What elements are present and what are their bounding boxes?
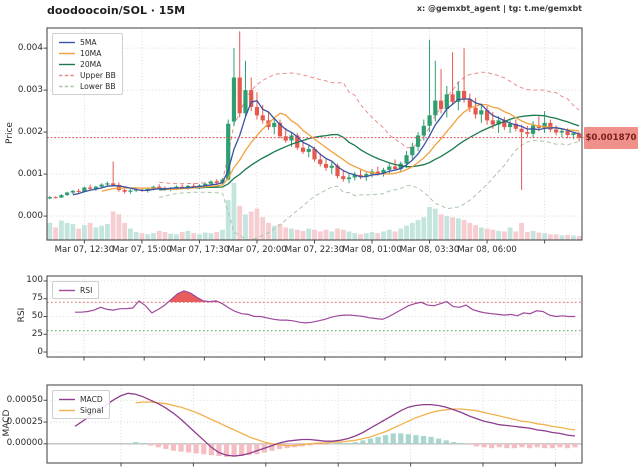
legend-line-swatch-icon (59, 52, 75, 54)
rsi-ytick-0: 0 (37, 346, 43, 357)
price-ytick-0.004: 0.004 (17, 42, 43, 53)
legend-line-swatch-icon (59, 63, 75, 65)
price-xtick-3: Mar 07, 20:00 (227, 245, 287, 255)
price-ytick-0.003: 0.003 (17, 84, 43, 95)
price-legend: 5MA 10MA 20MA Upper BB Lower BB (52, 33, 123, 95)
macd-ytick-0.00050: 0.00050 (6, 394, 43, 405)
legend-line-swatch-icon (59, 289, 75, 291)
last-price-tag: $0.001870 (584, 126, 638, 149)
legend-line-swatch-icon (59, 409, 75, 411)
legend-label: Signal (80, 405, 104, 415)
legend-label: Upper BB (80, 70, 116, 80)
macd-ytick-0.00025: 0.00025 (6, 416, 43, 427)
price-xtick-2: Mar 07, 17:30 (169, 245, 230, 255)
rsi-ytick-50: 50 (31, 311, 43, 321)
price-xtick-5: Mar 08, 01:00 (342, 245, 402, 255)
legend-line-swatch-icon (59, 74, 75, 76)
price-ytick-0.000: 0.000 (17, 210, 43, 221)
price-xtick-1: Mar 07, 15:00 (112, 245, 172, 255)
price-xtick-4: Mar 07, 22:30 (284, 245, 345, 255)
legend-line-swatch-icon (59, 41, 75, 43)
rsi-ytick-100: 100 (26, 275, 43, 286)
price-legend-item-5ma: 5MA (58, 37, 116, 47)
macd-legend-item-signal: Signal (58, 405, 103, 415)
macd-legend-item-macd: MACD (58, 394, 103, 404)
legend-label: 10MA (80, 48, 102, 58)
price-legend-item-upper-bb: Upper BB (58, 70, 116, 80)
legend-label: Lower BB (80, 81, 116, 91)
legend-label: 20MA (80, 59, 102, 69)
legend-label: MACD (80, 394, 103, 404)
macd-ytick-0.00000: 0.00000 (6, 438, 43, 449)
legend-label: 5MA (80, 37, 97, 47)
price-ytick-0.002: 0.002 (17, 126, 43, 137)
legend-line-swatch-icon (59, 398, 75, 400)
price-legend-item-lower-bb: Lower BB (58, 81, 116, 91)
price-legend-item-10ma: 10MA (58, 48, 116, 58)
price-xtick-7: Mar 08, 06:00 (457, 245, 517, 255)
price-xtick-0: Mar 07, 12:30 (54, 245, 115, 255)
legend-label: RSI (80, 285, 93, 295)
macd-legend: MACD Signal (52, 390, 111, 419)
rsi-ytick-25: 25 (31, 328, 43, 339)
price-legend-item-20ma: 20MA (58, 59, 116, 69)
rsi-legend: RSI (52, 281, 100, 299)
rsi-legend-item-rsi: RSI (58, 285, 92, 295)
legend-line-swatch-icon (59, 85, 75, 87)
price-ytick-0.001: 0.001 (17, 168, 43, 179)
price-xtick-6: Mar 08, 03:30 (399, 245, 460, 255)
chart-title: doodoocoin/SOL · 15M (47, 4, 186, 17)
watermark-text: x: @gemxbt_agent | tg: t.me/gemxbt (416, 4, 582, 13)
rsi-ytick-75: 75 (31, 293, 43, 304)
